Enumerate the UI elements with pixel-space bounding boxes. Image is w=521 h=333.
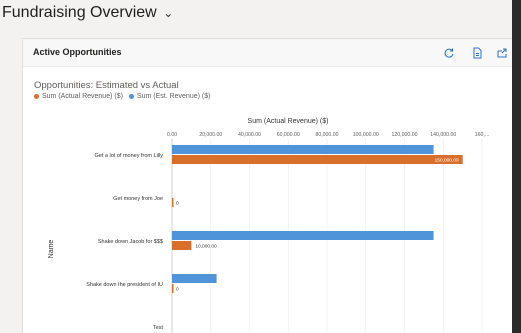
bar <box>172 274 217 283</box>
x-tick-label: 100,000.00 <box>353 132 379 138</box>
x-axis-ticks: 0.00 20,000.00 40,000.00 60,000.00 80,000.00… <box>167 132 489 138</box>
category-label: Shake down Jacob for $$$ <box>98 239 163 245</box>
document-icon[interactable] <box>471 47 483 59</box>
bars <box>172 145 463 293</box>
legend-label-estimated: Sum (Est. Revenue) ($) <box>136 93 211 100</box>
category-label: Get money from Joe <box>113 196 163 202</box>
page-title[interactable]: Fundraising Overview ⌄ <box>2 4 173 22</box>
x-axis-label: Sum (Actual Revenue) ($) <box>248 118 329 125</box>
legend-item-estimated[interactable]: Sum (Est. Revenue) ($) <box>128 93 211 100</box>
x-tick-label: 160,... <box>475 132 489 138</box>
page-title-text: Fundraising Overview <box>2 4 157 21</box>
chevron-down-icon[interactable]: ⌄ <box>163 6 174 20</box>
bar <box>172 284 174 293</box>
legend-label-actual: Sum (Actual Revenue) ($) <box>42 93 123 100</box>
chart-legend: Sum (Actual Revenue) ($) Sum (Est. Reven… <box>34 93 210 100</box>
data-label: 10,000.00 <box>195 244 217 250</box>
legend-dot-actual <box>34 94 39 99</box>
x-tick-label: 20,000.00 <box>199 132 222 138</box>
expand-icon[interactable] <box>496 47 508 59</box>
y-axis-label: Name <box>48 240 55 259</box>
card-header: Active Opportunities <box>23 39 512 67</box>
bar <box>172 145 434 154</box>
data-labels: 150,000.00 0 10,000.00 0 <box>176 158 459 293</box>
bar <box>172 198 174 207</box>
chart-title: Opportunities: Estimated vs Actual <box>34 80 179 91</box>
category-label: Get a lot of money from Lilly <box>95 153 164 159</box>
gridlines <box>171 139 483 333</box>
bar <box>172 241 192 250</box>
data-label: 0 <box>176 201 179 207</box>
chart-card: Active Opportunities Opportunities: Esti… <box>22 38 512 333</box>
data-label: 0 <box>176 287 179 293</box>
legend-dot-estimated <box>128 94 134 99</box>
category-label: Test <box>153 325 164 331</box>
refresh-icon[interactable] <box>443 47 455 59</box>
category-labels: Get a lot of money from Lilly Get money f… <box>86 153 163 331</box>
legend-item-actual[interactable]: Sum (Actual Revenue) ($) <box>34 93 123 100</box>
x-tick-label: 80,000.00 <box>315 132 338 138</box>
x-tick-label: 40,000.00 <box>238 132 261 138</box>
data-label: 150,000.00 <box>435 158 459 164</box>
card-title: Active Opportunities <box>33 47 122 57</box>
bar <box>172 155 463 164</box>
x-tick-label: 60,000.00 <box>277 132 300 138</box>
x-tick-label: 140,000.00 <box>430 132 456 138</box>
bar <box>172 231 434 240</box>
x-tick-label: 0.00 <box>167 132 177 138</box>
category-label: Shake down the president of IU <box>86 282 163 288</box>
x-tick-label: 120,000.00 <box>392 132 418 138</box>
bar-chart: Sum (Actual Revenue) ($) Name 0.00 20,000… <box>48 118 489 333</box>
